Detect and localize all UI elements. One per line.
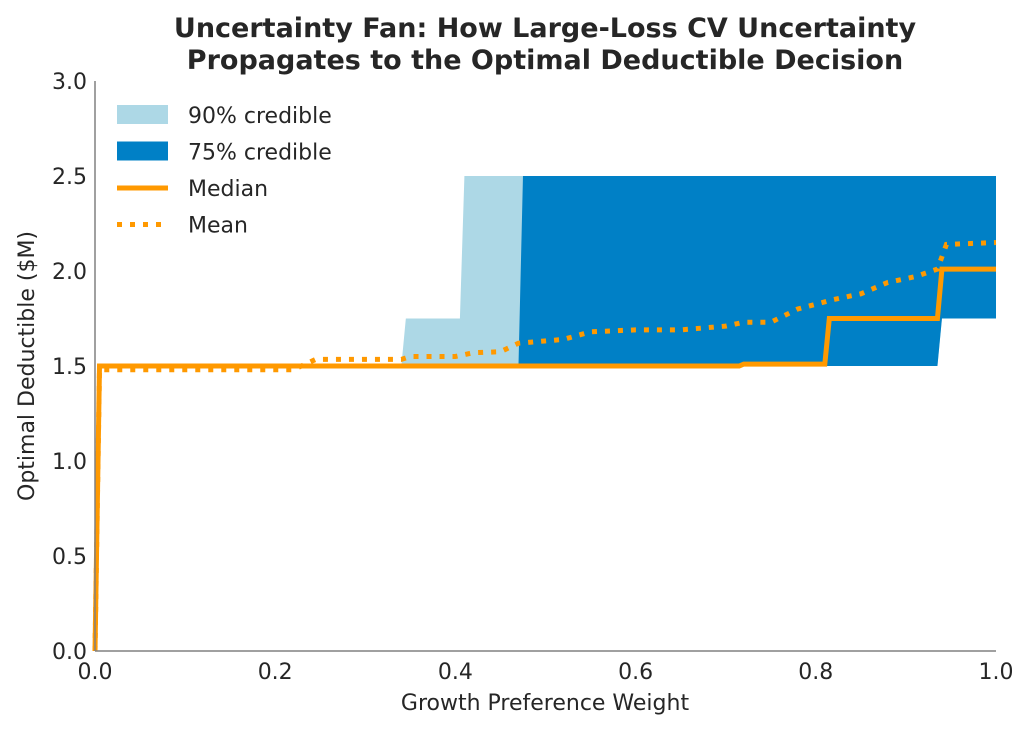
chart-title-line-2: Propagates to the Optimal Deductible Dec… [187,45,903,76]
y-tick-label: 2.5 [52,165,87,190]
x-tick-label: 0.6 [618,660,653,685]
y-tick-label: 3.0 [52,70,87,95]
legend-swatch [117,141,168,161]
axes: 0.0 0.2 0.4 0.6 0.8 1.0 0.0 0.5 1.0 1.5 2.0 2.5 3.0 [52,70,1014,685]
line-mean [92,240,997,652]
chart-title-line-1: Uncertainty Fan: How Large-Loss CV Uncer… [174,13,917,44]
y-tick-label: 0.0 [52,640,87,665]
y-tick-label: 1.5 [52,355,87,380]
x-tick-label: 0.8 [798,660,833,685]
band-75-credible [95,176,996,651]
x-tick-label: 0.0 [78,660,113,685]
y-axis-label: Optimal Deductible ($M) [15,231,40,501]
legend-swatch [117,105,168,124]
legend: 90% credible 75% credible Median Mean [117,104,332,239]
legend-label: Mean [188,214,248,239]
x-axis-label: Growth Preference Weight [401,691,690,716]
y-tick-label: 1.0 [52,450,87,475]
y-tick-label: 2.0 [52,260,87,285]
legend-label: 75% credible [188,141,332,166]
line-median [92,266,996,652]
x-tick-label: 0.2 [258,660,293,685]
legend-label: 90% credible [188,104,332,129]
x-tick-label: 1.0 [979,660,1014,685]
x-tick-label: 0.4 [438,660,473,685]
legend-label: Median [188,177,268,202]
plot-area [92,176,997,652]
y-tick-label: 0.5 [52,545,87,570]
